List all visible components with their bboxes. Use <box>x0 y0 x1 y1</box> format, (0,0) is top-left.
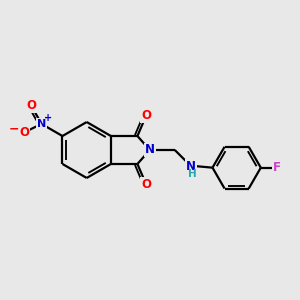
Text: +: + <box>44 113 52 123</box>
Text: O: O <box>141 178 151 191</box>
Text: N: N <box>145 143 155 157</box>
Text: H: H <box>188 169 197 179</box>
Text: O: O <box>19 126 29 139</box>
Text: −: − <box>9 123 19 136</box>
Text: F: F <box>273 161 281 174</box>
Text: O: O <box>141 109 151 122</box>
Text: O: O <box>26 99 36 112</box>
Text: N: N <box>37 119 46 129</box>
Text: N: N <box>186 160 196 173</box>
